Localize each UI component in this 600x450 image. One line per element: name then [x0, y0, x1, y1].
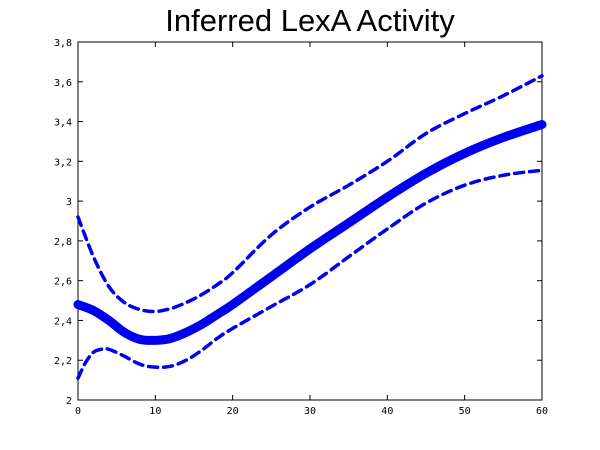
y-tick-label: 3,4: [54, 118, 72, 129]
y-tick-label: 3,8: [54, 38, 72, 49]
series-group: [73, 74, 547, 380]
y-tick-label: 2,8: [54, 237, 72, 248]
series-lower-bound-line: [76, 168, 544, 380]
x-tick-label: 20: [227, 406, 239, 417]
series-upper-bound-line: [76, 74, 544, 314]
x-tick-label: 50: [459, 406, 471, 417]
y-tick-label: 2: [66, 396, 72, 407]
plot-area-frame: [77, 41, 543, 401]
y-tick-label: 3,2: [54, 157, 72, 168]
x-tick-label: 60: [536, 406, 548, 417]
series-mean-line: [73, 120, 547, 345]
y-tick-label: 2,4: [54, 316, 72, 327]
x-tick-label: 40: [381, 406, 393, 417]
y-tick-label: 2,2: [54, 356, 72, 367]
chart-title: Inferred LexA Activity: [165, 3, 455, 38]
axis-tick-labels: 0 10 20 30 40 50 60 2 2,2 2,4 2,6 2,8 3 3,2 3,4 3,6 3,8: [54, 38, 548, 417]
y-tick-label: 3: [66, 197, 72, 208]
x-tick-label: 0: [75, 406, 81, 417]
y-tick-label: 2,6: [54, 277, 72, 288]
x-tick-label: 30: [304, 406, 316, 417]
x-tick-label: 10: [149, 406, 161, 417]
y-tick-label: 3,6: [54, 78, 72, 89]
axis-ticks: [77, 41, 543, 401]
